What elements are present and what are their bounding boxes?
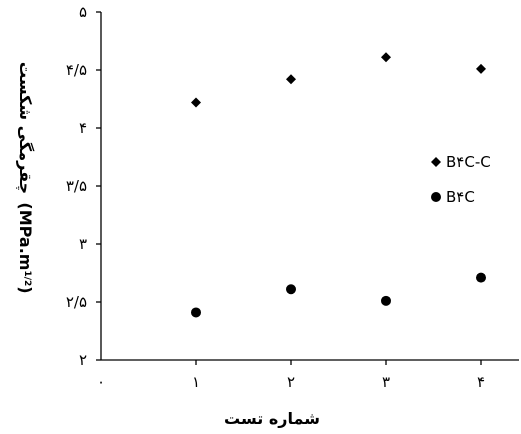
x-tick-label: ۲	[287, 373, 295, 391]
y-tick-label: ۲/۵	[66, 293, 87, 311]
x-tick-label: ۰	[97, 373, 105, 391]
x-tick-label: ۴	[477, 373, 485, 391]
legend-item-circle: B۴C	[431, 188, 475, 206]
x-axis-label: شماره تست	[224, 409, 320, 428]
data-point-diamond	[476, 64, 486, 74]
x-tick-label: ۱	[192, 373, 200, 391]
y-tick-label: ۴/۵	[66, 61, 87, 79]
y-axis-unit: (MPa.m1/2)	[16, 202, 35, 293]
data-point-diamond	[191, 97, 201, 107]
data-point-diamond	[286, 74, 296, 84]
data-point-circle	[191, 307, 201, 317]
y-axis-title: چقرمگی شکست (MPa.m1/2)	[15, 62, 35, 294]
y-axis-label: چقرمگی شکست	[15, 62, 35, 194]
legend-label-diamond: B۴C-C	[446, 153, 491, 171]
legend-diamond-marker	[431, 157, 441, 167]
data-point-circle	[381, 296, 391, 306]
legend-label-circle: B۴C	[446, 188, 475, 206]
data-points	[191, 52, 486, 317]
y-tick-label: ۳	[79, 235, 87, 253]
legend: B۴C-C B۴C	[431, 153, 491, 206]
y-axis-ticks: ۲ ۲/۵ ۳ ۳/۵ ۴ ۴/۵ ۵	[66, 3, 101, 369]
data-point-circle	[476, 273, 486, 283]
y-tick-label: ۳/۵	[66, 177, 87, 195]
y-tick-label: ۵	[79, 3, 87, 21]
legend-circle-marker	[431, 192, 441, 202]
x-axis-ticks: ۰ ۱ ۲ ۳ ۴	[97, 360, 485, 391]
legend-item-diamond: B۴C-C	[431, 153, 491, 171]
x-tick-label: ۳	[382, 373, 390, 391]
y-tick-label: ۲	[79, 351, 87, 369]
y-tick-label: ۴	[79, 119, 87, 137]
data-point-diamond	[381, 52, 391, 62]
data-point-circle	[286, 284, 296, 294]
